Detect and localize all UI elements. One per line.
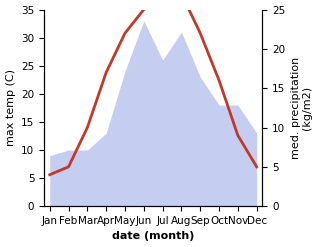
X-axis label: date (month): date (month) — [112, 231, 194, 242]
Y-axis label: max temp (C): max temp (C) — [5, 69, 16, 146]
Y-axis label: med. precipitation
(kg/m2): med. precipitation (kg/m2) — [291, 57, 313, 159]
